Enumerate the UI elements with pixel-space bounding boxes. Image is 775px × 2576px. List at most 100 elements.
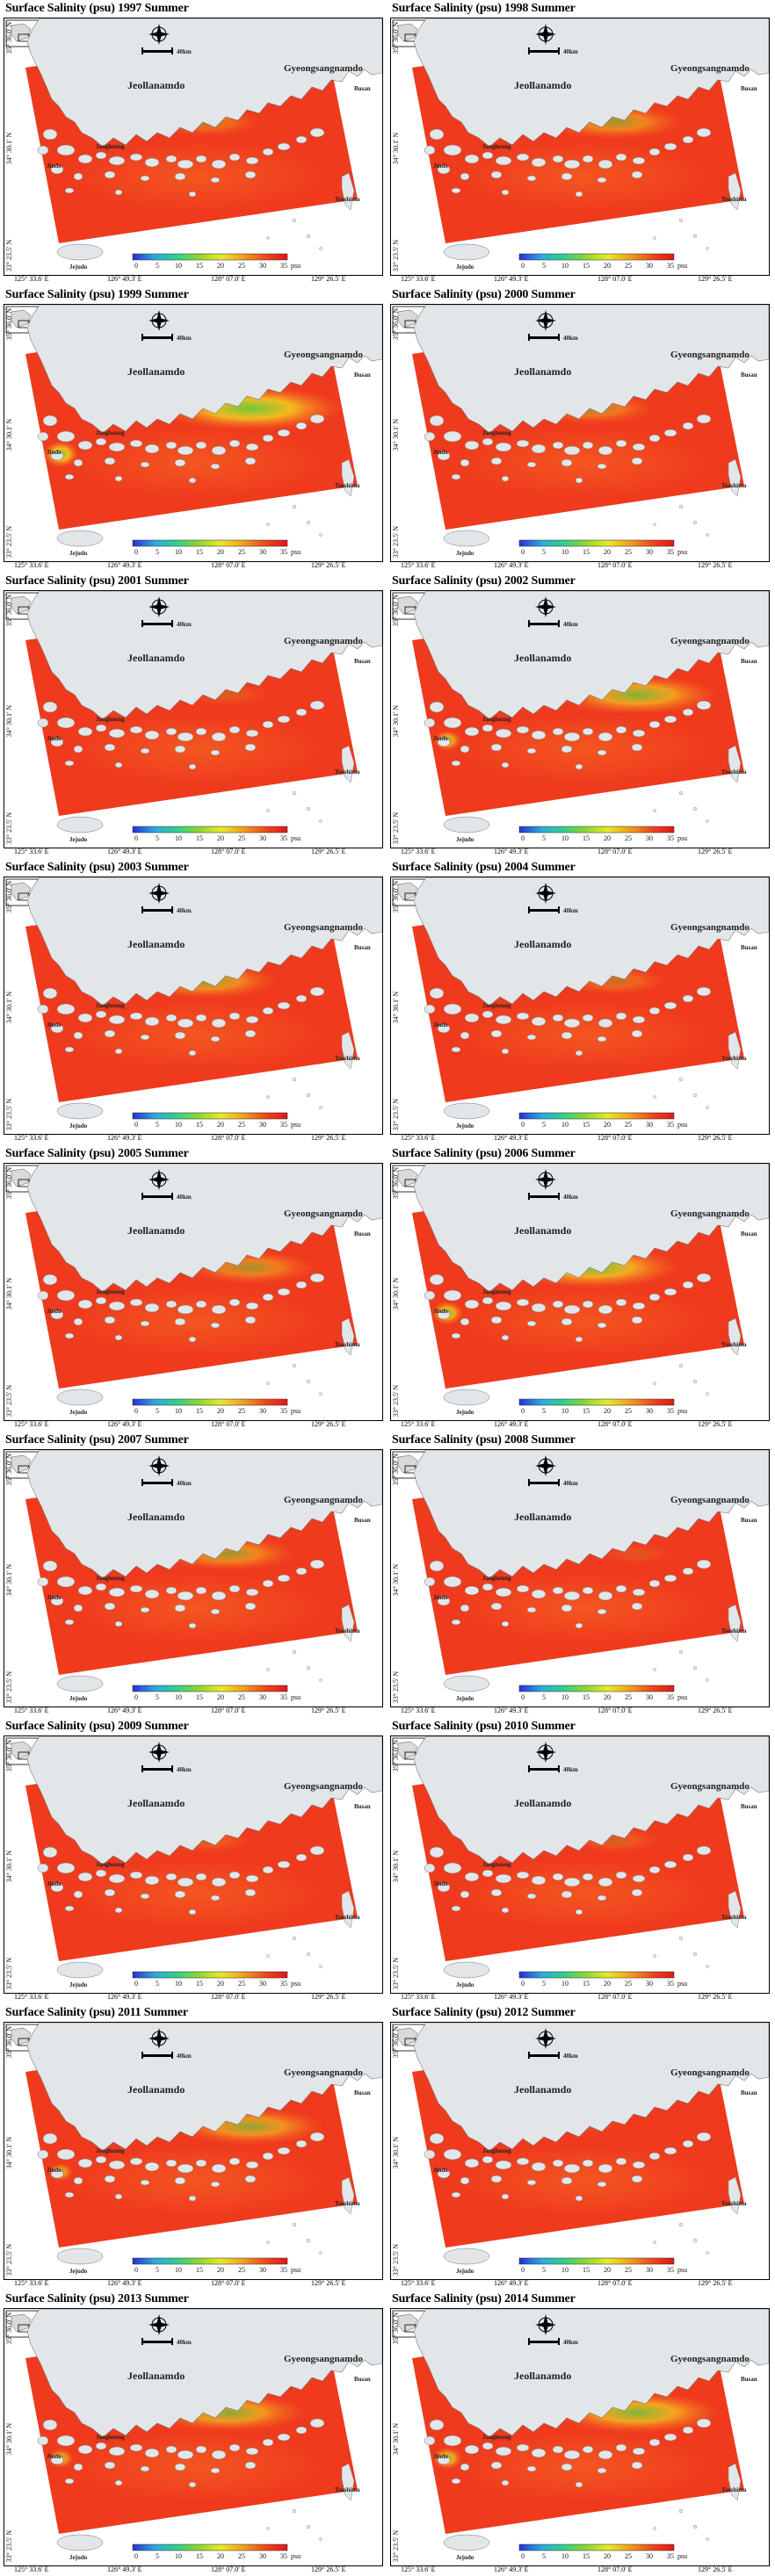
y-axis-tick: 34° 30.1' N <box>392 419 400 451</box>
place-label-jejudo: Jejudo <box>69 1981 88 1988</box>
island <box>501 2479 510 2486</box>
island <box>582 2445 594 2454</box>
island <box>531 444 547 454</box>
colorbar-tick: 20 <box>217 1121 224 1129</box>
scale-bar <box>528 906 560 913</box>
scale-label: 40km <box>563 621 578 628</box>
map-panel: Surface Salinity (psu) 2009 Summer 40km Je… <box>4 1720 383 2001</box>
island <box>77 2158 93 2168</box>
island <box>615 1012 627 1021</box>
island <box>104 170 116 179</box>
island <box>437 1882 451 1893</box>
small-island <box>678 790 684 796</box>
colorbar-unit: psu <box>291 1693 301 1701</box>
island <box>482 1583 494 1591</box>
island <box>552 441 564 450</box>
map-panel: Surface Salinity (psu) 2007 Summer 40km Je… <box>4 1433 383 1714</box>
colorbar-tick: 5 <box>156 2552 159 2560</box>
island <box>552 2445 564 2454</box>
small-island <box>653 1382 656 1385</box>
island <box>211 1018 227 1028</box>
mainland-land <box>413 2309 769 2438</box>
island <box>682 1567 694 1576</box>
place-label-jangheung: Jangheung <box>96 1288 125 1295</box>
y-axis-tick: 34° 30.1' N <box>5 133 13 165</box>
colorbar-tick: 10 <box>561 262 569 270</box>
colorbar <box>132 1398 288 1406</box>
colorbar <box>132 826 288 833</box>
region-label-gyeongsangnamdo: Gyeongsangnamdo <box>284 2067 363 2078</box>
x-axis-tick: 129° 26.5' E <box>698 1420 733 1428</box>
colorbar-tick: 10 <box>561 2266 569 2274</box>
x-axis-tick: 125° 33.6' E <box>14 2279 49 2287</box>
small-island <box>706 2537 709 2541</box>
island <box>561 2176 573 2185</box>
island <box>575 763 583 770</box>
colorbar-tick: 25 <box>625 548 632 556</box>
map-panel: Surface Salinity (psu) 2012 Summer 40km Je… <box>390 2006 770 2287</box>
small-island <box>319 1392 322 1396</box>
x-axis-tick: 129° 26.5' E <box>311 1134 346 1142</box>
x-axis-tick: 126° 49.3' E <box>107 561 142 569</box>
island <box>495 155 512 166</box>
island <box>582 441 594 450</box>
island <box>262 434 274 443</box>
island <box>631 1888 643 1897</box>
island <box>648 1007 661 1015</box>
island <box>451 1332 461 1339</box>
island <box>663 1001 677 1010</box>
island <box>50 1596 64 1606</box>
colorbar-tick: 10 <box>175 834 182 842</box>
colorbar <box>518 826 675 833</box>
region-label-jeollanamdo: Jeollanamdo <box>127 1511 185 1523</box>
map-panel: Surface Salinity (psu) 1997 Summer 40km Je… <box>4 2 383 283</box>
place-label-jangheung: Jangheung <box>96 1002 125 1009</box>
inset-locator-map <box>392 19 425 47</box>
salinity-map: 40km Jeollanamdo Gyeongsangnamdo Busan Jindo… <box>391 305 769 561</box>
colorbar-unit: psu <box>677 2266 687 2274</box>
island <box>37 1863 49 1873</box>
region-label-jeollanamdo: Jeollanamdo <box>127 2083 185 2096</box>
island <box>56 430 76 443</box>
small-island <box>678 1363 684 1368</box>
x-axis-tick: 128° 07.0' E <box>598 1420 633 1428</box>
x-axis-tick: 126° 49.3' E <box>107 275 142 283</box>
y-axis-tick: 34° 30.1' N <box>392 705 400 738</box>
island <box>174 458 186 467</box>
island <box>696 414 712 424</box>
place-label-busan: Busan <box>741 1517 757 1524</box>
jejudo-island <box>443 1961 490 1979</box>
x-axis-tick: 129° 26.5' E <box>311 848 346 855</box>
island <box>464 1585 480 1596</box>
island <box>490 2461 503 2470</box>
island <box>244 1316 257 1324</box>
small-island <box>266 2527 270 2530</box>
x-axis-tick: 125° 33.6' E <box>401 1134 436 1142</box>
small-island <box>319 2537 322 2541</box>
island <box>424 2149 436 2160</box>
scale-bar <box>141 1193 173 1200</box>
island <box>177 1304 194 1315</box>
jejudo-island <box>56 2534 104 2551</box>
colorbar-tick: 20 <box>217 1407 224 1415</box>
island <box>648 2438 661 2447</box>
y-axis-tick: 33° 23.5' N <box>5 2530 13 2563</box>
island <box>244 457 257 465</box>
island <box>598 1018 613 1028</box>
colorbar-tick: 5 <box>542 1693 546 1701</box>
small-island <box>706 819 709 823</box>
small-island <box>306 806 311 812</box>
colorbar-tick: 0 <box>521 548 525 556</box>
x-axis-tick: 125° 33.6' E <box>401 1993 436 2001</box>
island <box>42 1846 58 1858</box>
island <box>309 986 325 997</box>
small-island <box>319 533 322 537</box>
x-axis-ticks: 125° 33.6' E 126° 49.3' E 128° 07.0' E 129°… <box>4 2565 383 2576</box>
island <box>177 1018 194 1028</box>
island <box>582 727 594 736</box>
colorbar-tick: 10 <box>175 1121 182 1129</box>
salinity-map: 40km Jeollanamdo Gyeongsangnamdo Busan Jindo… <box>4 1450 382 1707</box>
island <box>482 724 494 732</box>
x-axis-tick: 129° 26.5' E <box>311 561 346 569</box>
island <box>429 2132 445 2145</box>
